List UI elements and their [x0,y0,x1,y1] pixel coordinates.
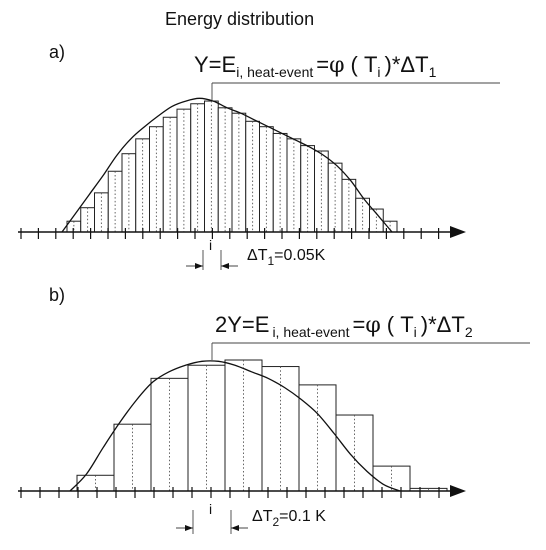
delta-t1-value: =0.05K [274,247,325,264]
bin-arrowhead-a-right [221,263,229,269]
equation-b-dt-subscript: 2 [465,324,473,340]
panel-a-label: a) [49,42,65,62]
equation-a-close: )*ΔT [385,52,429,77]
svg-text:2Y=Ei, heat-event=φ( Ti)*ΔT2: 2Y=E i, heat-event =φ ( Ti)*ΔT2 [215,312,473,340]
equation-b-open: ( T [387,312,414,337]
svg-text:Y=Ei, heat-event=φ( Ti)*ΔT1: Y=Ei, heat-event =φ ( Ti )*ΔT1 [194,52,437,80]
equation-a-ti-subscript: i [377,64,380,80]
equation-a-equals: = [316,52,329,77]
delta-t1-subscript: 1 [267,254,274,268]
delta-t2-subscript: 2 [272,515,279,529]
panel-b: b) 2Y=E i, heat-event =φ( Ti)*ΔT2 i ΔT2=0.… [18,285,530,534]
equation-b-close: )*ΔT [421,312,465,337]
equation-b-ti-subscript: i [414,324,417,340]
histogram-bar [224,359,263,492]
equation-a-dt-subscript: 1 [429,64,437,80]
histogram-bar [300,145,315,233]
x-axis-b-ticks [20,487,440,498]
delta-t1-label: ΔT1=0.05K [247,247,326,268]
panel-a: a) Y=Ei, heat-event =φ( Ti)*ΔT1 i ΔT1=0.0… [18,42,500,270]
x-axis-b-arrowhead [450,485,466,497]
x-axis-a-arrowhead [450,226,466,238]
panel-b-equation: 2Y=E i, heat-event =φ ( Ti)*ΔT2 [215,312,473,340]
panel-a-equation: Y=Ei, heat-event =φ ( Ti )*ΔT1 [194,52,437,80]
bin-arrowhead-b-right [231,525,239,531]
histogram-b [76,359,448,492]
equation-a-subscript: i, heat-event [236,64,313,80]
histogram-a [66,100,398,233]
distribution-curve-b [69,360,401,492]
equation-b-subscript: i, heat-event [272,324,349,340]
bin-arrowhead-a-left [195,263,203,269]
equation-a-lhs: Y=E [194,52,236,77]
delta-t1-symbol: ΔT [247,247,268,264]
x-axis-a-ticks [20,228,440,239]
phi-symbol-b: φ [365,313,380,338]
panel-b-label: b) [49,285,65,305]
i-label-b: i [209,501,212,517]
equation-b-lhs: 2Y=E [215,312,269,337]
histogram-bar [245,120,260,233]
delta-t2-symbol: ΔT [252,508,273,525]
delta-t2-value: =0.1 K [279,508,326,525]
i-label-a: i [209,237,212,253]
distribution-curve-a [61,97,393,233]
delta-t2-label: ΔT2=0.1 K [252,508,326,529]
bin-arrowhead-b-left [185,525,193,531]
phi-symbol-a: φ [329,53,344,78]
equation-a-open: ( T [351,52,378,77]
equation-b-equals: = [353,312,366,337]
figure-title: Energy distribution [165,9,314,29]
